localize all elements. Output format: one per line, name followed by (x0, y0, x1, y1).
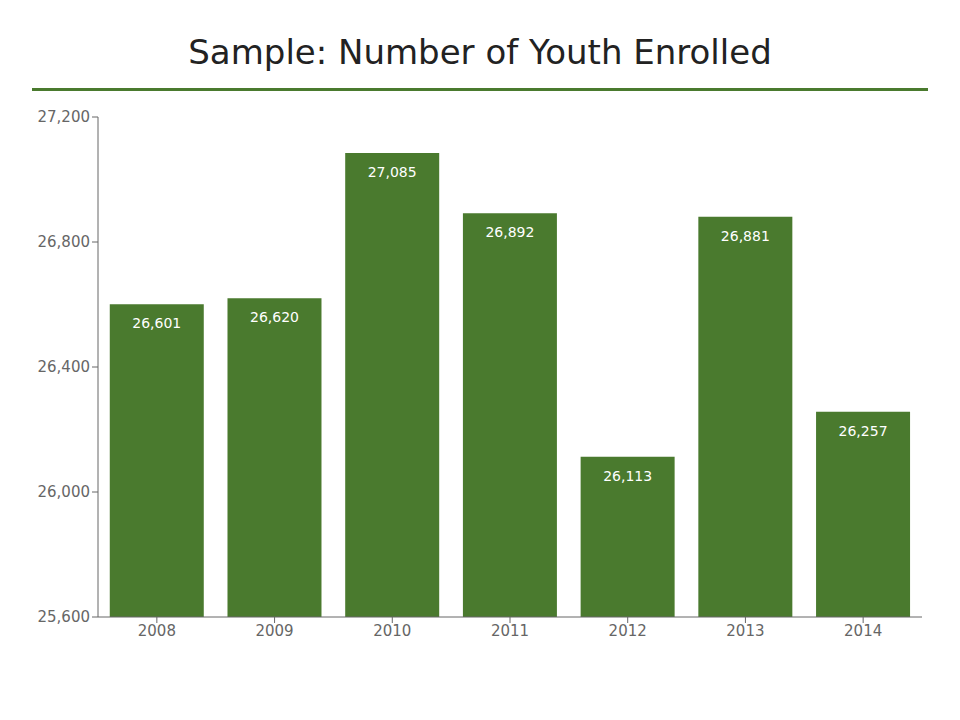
svg-text:26,400: 26,400 (38, 358, 91, 376)
svg-text:26,881: 26,881 (721, 228, 770, 244)
svg-text:27,200: 27,200 (38, 108, 91, 126)
svg-text:2010: 2010 (373, 622, 411, 640)
svg-text:26,601: 26,601 (132, 315, 181, 331)
svg-text:2012: 2012 (609, 622, 647, 640)
svg-text:2014: 2014 (844, 622, 882, 640)
svg-text:26,892: 26,892 (485, 224, 534, 240)
html-text:Sample: Number of Youth Enroll: Sample: Number of Youth Enrolled (188, 32, 772, 72)
svg-text:26,000: 26,000 (38, 483, 91, 501)
svg-text:26,620: 26,620 (250, 309, 299, 325)
svg-text:2013: 2013 (726, 622, 764, 640)
svg-text:25,600: 25,600 (38, 608, 91, 626)
svg-text:27,085: 27,085 (368, 164, 417, 180)
svg-text:2009: 2009 (255, 622, 293, 640)
svg-text:26,257: 26,257 (839, 423, 888, 439)
svg-text:26,113: 26,113 (603, 468, 652, 484)
svg-text:2008: 2008 (138, 622, 176, 640)
svg-text:26,800: 26,800 (38, 233, 91, 251)
svg-text:2011: 2011 (491, 622, 529, 640)
